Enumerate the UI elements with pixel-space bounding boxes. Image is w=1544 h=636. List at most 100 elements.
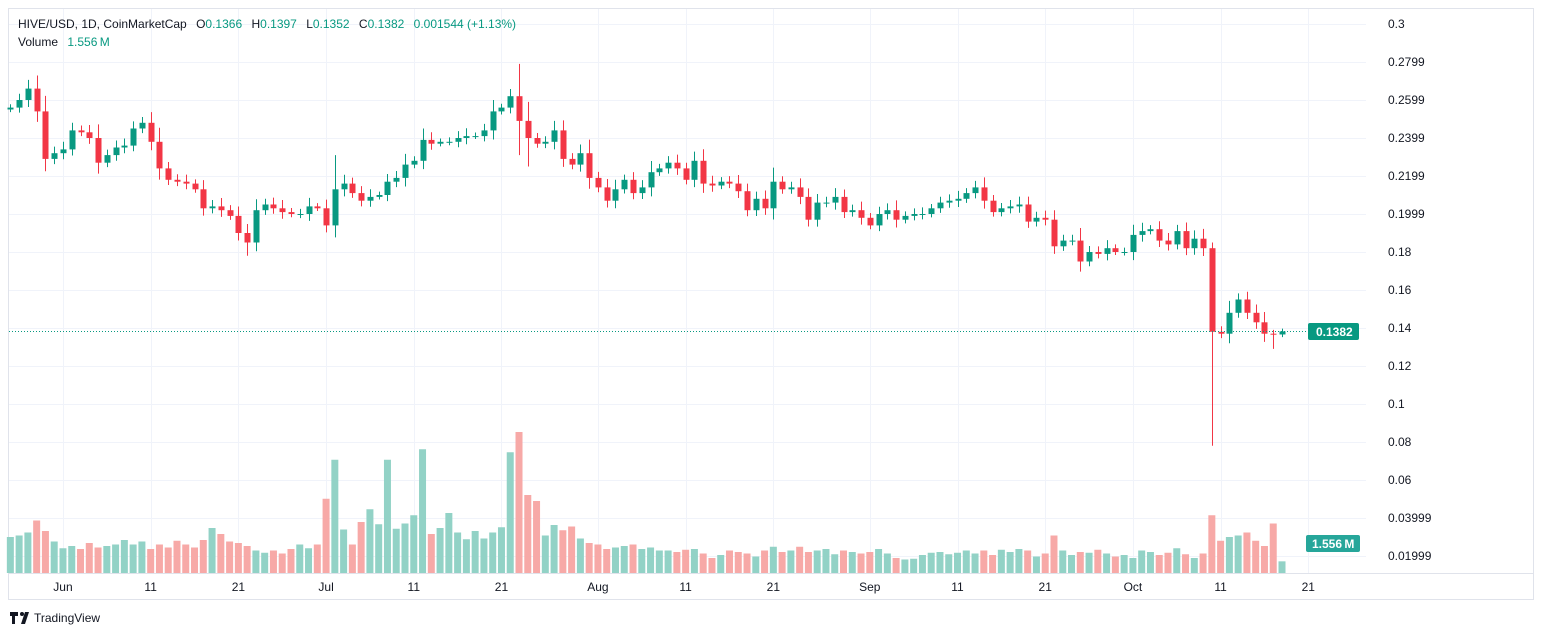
- candle-body: [1007, 206, 1014, 209]
- candle-body: [472, 136, 479, 138]
- volume-bar: [234, 543, 242, 573]
- volume-value: 1.556 M: [67, 35, 110, 49]
- volume-label[interactable]: Volume: [18, 35, 59, 49]
- volume-bar: [576, 538, 584, 573]
- candle-body: [762, 198, 769, 209]
- candle-body: [7, 107, 14, 110]
- high-value: 0.1397: [260, 17, 297, 31]
- tradingview-logo-icon: [10, 612, 29, 624]
- volume-bar: [848, 552, 856, 573]
- candle-body: [1077, 240, 1084, 262]
- volume-bar: [778, 552, 786, 573]
- candle-body: [534, 138, 541, 144]
- volume-bar: [24, 532, 32, 573]
- volume-bar: [927, 552, 935, 573]
- candle-body: [797, 187, 804, 197]
- candle-body: [1042, 217, 1049, 220]
- volume-bar: [68, 546, 76, 573]
- volume-bar: [497, 527, 505, 573]
- volume-bar: [655, 550, 663, 573]
- price-axis-label: 0.14: [1388, 321, 1412, 335]
- volume-bar: [892, 558, 900, 573]
- candle-body: [946, 200, 953, 203]
- volume-bar: [287, 549, 295, 573]
- candle-body: [1051, 219, 1058, 247]
- volume-bar: [769, 546, 777, 573]
- volume-bar: [752, 556, 760, 573]
- candle-body: [1112, 248, 1119, 252]
- candle-body: [165, 168, 172, 180]
- volume-bar: [1199, 553, 1207, 573]
- candle-body: [262, 204, 269, 211]
- volume-bar: [910, 558, 918, 573]
- volume-bar: [875, 549, 883, 573]
- candle-body: [744, 191, 751, 211]
- symbol-title[interactable]: HIVE/USD, 1D, CoinMarketCap: [18, 17, 187, 31]
- candle-body: [463, 136, 470, 138]
- candle-body: [911, 214, 918, 216]
- candle-body: [1200, 238, 1207, 249]
- candle-body: [25, 88, 32, 100]
- volume-bar: [989, 555, 997, 573]
- time-axis-label: Jun: [53, 580, 72, 594]
- volume-bar: [603, 549, 611, 573]
- candle-body: [148, 122, 155, 142]
- candle-body: [1069, 240, 1076, 242]
- volume-bar: [94, 547, 102, 573]
- candle-body: [437, 141, 444, 144]
- candle-body: [823, 202, 830, 204]
- volume-bar: [147, 549, 155, 573]
- volume-bar: [1138, 550, 1146, 573]
- volume-bar: [857, 553, 865, 573]
- open-value: 0.1366: [205, 17, 243, 31]
- candle-body: [270, 204, 277, 209]
- volume-bar: [164, 547, 172, 573]
- candle-body: [621, 179, 628, 190]
- candle-body: [516, 96, 523, 121]
- candle-body: [1261, 322, 1268, 334]
- time-axis-label: 21: [495, 580, 509, 594]
- candle-body: [1121, 252, 1128, 253]
- volume-bar: [1234, 535, 1242, 573]
- candle-body: [420, 139, 427, 161]
- volume-bar: [787, 550, 795, 573]
- volume-bar: [410, 515, 418, 573]
- price-axis-label: 0.3: [1388, 17, 1405, 31]
- volume-bar: [1094, 549, 1102, 573]
- candle-body: [384, 181, 391, 195]
- volume-bar: [208, 528, 216, 573]
- volume-bar: [813, 550, 821, 573]
- time-axis-label: Oct: [1124, 580, 1143, 594]
- candle-body: [718, 181, 725, 186]
- volume-bar: [77, 549, 85, 573]
- volume-bar: [1208, 515, 1216, 573]
- candle-body: [174, 179, 181, 182]
- candle-body: [1165, 240, 1172, 245]
- candle-body: [86, 132, 93, 138]
- price-axis-label: 0.16: [1388, 283, 1412, 297]
- candle-body: [998, 208, 1005, 213]
- candle-body: [95, 138, 102, 163]
- candle-body: [858, 210, 865, 218]
- volume-bar: [936, 552, 944, 573]
- close-value: 0.1382: [367, 17, 405, 31]
- volume-bar: [620, 546, 628, 573]
- candle-body: [78, 130, 85, 133]
- volume-bar: [524, 495, 532, 573]
- candle-body: [788, 187, 795, 190]
- candle-body: [156, 141, 163, 169]
- candle-body: [893, 210, 900, 220]
- volume-bar: [1164, 552, 1172, 573]
- volume-bar: [1103, 553, 1111, 573]
- candle-body: [1104, 248, 1111, 254]
- volume-bar: [734, 552, 742, 573]
- candle-body: [490, 111, 497, 131]
- tradingview-brand[interactable]: TradingView: [10, 611, 100, 625]
- volume-bar: [226, 541, 234, 573]
- volume-bar: [1225, 537, 1233, 573]
- candle-body: [218, 206, 225, 211]
- low-label: L: [306, 17, 313, 31]
- candle-body: [753, 198, 760, 211]
- volume-bar: [33, 520, 41, 573]
